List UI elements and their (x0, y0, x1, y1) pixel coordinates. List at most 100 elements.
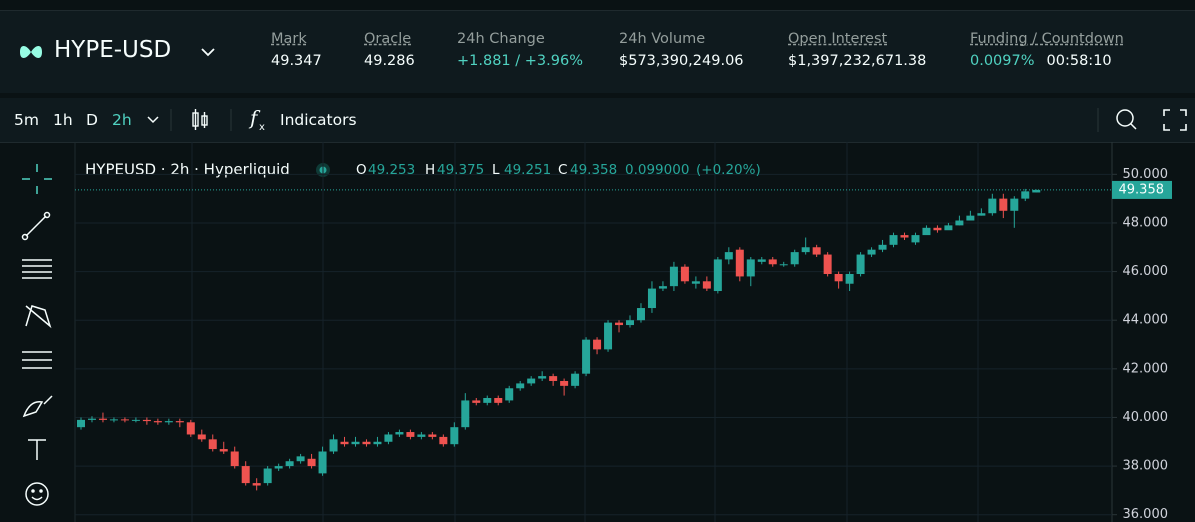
stat-label: 24h Change (457, 31, 545, 47)
symbol[interactable]: HYPE-USD (54, 37, 172, 63)
candle-body (450, 427, 459, 445)
candle-body (615, 322, 624, 326)
interval-button[interactable]: 2h (112, 111, 132, 129)
candle-body (263, 468, 272, 484)
y-tick-label: 42.000 (1123, 361, 1169, 376)
candle-body (582, 339, 591, 374)
candle-body (779, 264, 788, 266)
candle-body (538, 376, 547, 379)
ohlc-value: 49.253 (368, 162, 415, 178)
ohlc-value: 49.251 (504, 162, 551, 178)
dropdown-icon[interactable] (200, 46, 216, 58)
interval-button[interactable]: 1h (53, 111, 73, 129)
stat: Open Interest $1,397,232,671.38 (788, 31, 926, 69)
last-price-label: 49.358 (1119, 182, 1165, 197)
stat: Mark 49.347 (271, 31, 322, 69)
candle-body (120, 419, 129, 421)
change-percent: (+0.20%) (696, 162, 761, 178)
candle-body (834, 274, 843, 282)
toolbar-right-icons (1097, 108, 1187, 132)
market-header: HYPE-USD Mark 49.347 Oracle 49.286 24h Chang… (0, 10, 1195, 93)
candle-body (329, 439, 338, 452)
candle-body (186, 422, 195, 435)
ohlc-label: C (558, 162, 567, 178)
stat-value: $1,397,232,671.38 (788, 53, 927, 69)
svg-text:x: x (259, 122, 265, 133)
candle-body (955, 220, 964, 226)
y-tick-label: 44.000 (1123, 313, 1169, 328)
stat-value: 49.347 (271, 53, 322, 69)
ohlc-label: H (425, 162, 435, 178)
candle-body (911, 235, 920, 243)
last-price-badge (1112, 180, 1172, 199)
ohlc-value: 49.375 (437, 162, 484, 178)
y-tick-label: 48.000 (1123, 215, 1169, 230)
y-tick-label: 50.000 (1123, 167, 1169, 182)
stat-label: 24h Volume (619, 31, 706, 47)
stat-value: 0.0097% (970, 53, 1035, 69)
candle-body (680, 266, 689, 282)
candle-body (746, 259, 755, 277)
candle-body (362, 441, 371, 445)
candle-body (219, 449, 228, 452)
candle-body (999, 198, 1008, 211)
candle-body (230, 451, 239, 467)
candle-body (98, 418, 107, 420)
candle-body (373, 441, 382, 445)
change-value: 0.099000 (625, 162, 689, 178)
candle-body (439, 436, 448, 445)
candle-body (428, 434, 437, 437)
candle-body (351, 441, 360, 445)
candle-body (724, 252, 733, 260)
dropdown-icon[interactable] (146, 115, 160, 125)
candle-body (472, 400, 481, 403)
candle-body (691, 281, 700, 284)
stat: Oracle 49.286 (364, 31, 415, 69)
candle-body (296, 456, 305, 462)
price-chart: HYPEUSD · 2h · Hyperliquid 36.000 38.000 4… (21, 142, 1172, 522)
interval-button[interactable]: D (86, 111, 98, 129)
candle-body (658, 286, 667, 289)
candle-body (900, 235, 909, 238)
stat-label: Funding / Countdown (970, 31, 1124, 47)
candle-body (735, 249, 744, 277)
indicators-button[interactable]: Indicators (280, 111, 357, 129)
candle-body (395, 432, 404, 435)
stat-label: Mark (271, 31, 307, 47)
y-tick-label: 36.000 (1123, 507, 1169, 522)
candle-body (626, 320, 634, 326)
stat: 24h Volume $573,390,249.06 (619, 31, 744, 69)
candle-body (988, 198, 997, 214)
stat-value: +1.881 / +3.96% (457, 53, 583, 69)
candle-body (252, 483, 261, 486)
candle-body (823, 254, 832, 274)
candle-body (878, 244, 887, 250)
stat-value: 49.286 (364, 53, 415, 69)
y-tick-label: 40.000 (1123, 410, 1169, 425)
candle-body (1021, 191, 1030, 199)
candle-body (549, 376, 558, 381)
candle-body (87, 418, 96, 420)
ohlc-label: O (356, 162, 367, 178)
candle-body (922, 227, 931, 236)
candle-body (483, 398, 492, 403)
candle-body (669, 266, 678, 287)
candle-body (636, 308, 645, 321)
stat-label: Open Interest (788, 31, 888, 47)
interval-button[interactable]: 5m (14, 111, 39, 129)
stat-value: $573,390,249.06 (619, 53, 744, 69)
candle-body (175, 421, 184, 423)
candle-body (164, 421, 173, 423)
candle-body (801, 247, 810, 253)
candle-body (593, 339, 602, 350)
candle-body (461, 400, 470, 428)
candle-body (516, 383, 525, 389)
logo (20, 45, 42, 59)
candle-body (77, 419, 85, 428)
candle-body (494, 398, 503, 403)
candle-body (340, 441, 349, 445)
candle-body (702, 281, 711, 289)
candle-body (560, 380, 569, 386)
y-tick-label: 38.000 (1123, 459, 1169, 474)
